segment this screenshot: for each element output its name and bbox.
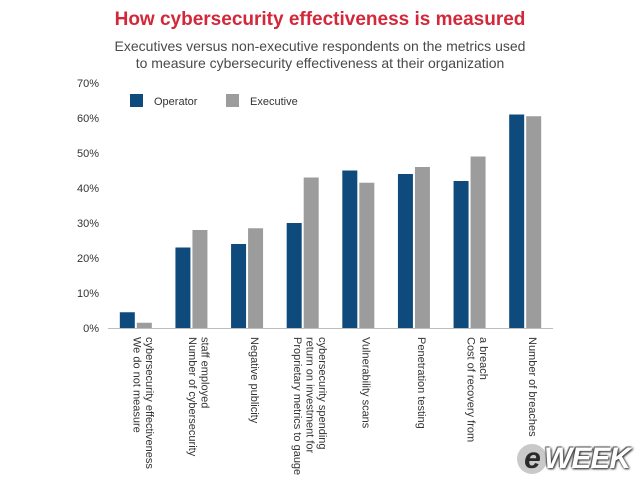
x-category-label: cybersecurity effectiveness (143, 337, 155, 469)
bar-operator-4 (342, 170, 358, 328)
x-category-label: a breach (477, 337, 489, 380)
y-tick-label: 20% (77, 253, 99, 265)
bar-operator-5 (397, 174, 413, 328)
bar-operator-1 (175, 247, 191, 328)
legend-swatch-operator (130, 94, 143, 107)
x-category-label: Vulnerability scans (359, 337, 371, 429)
bar-operator-7 (509, 114, 525, 328)
bar-operator-2 (231, 244, 247, 328)
x-category-label: Number of breaches (526, 337, 538, 437)
x-category-label: Penetration testing (415, 337, 427, 429)
subtitle-line-2: to measure cybersecurity effectiveness a… (135, 55, 505, 71)
bar-executive-5 (414, 167, 430, 328)
y-tick-label: 30% (77, 218, 99, 230)
bar-executive-1 (192, 230, 208, 328)
watermark-lead-letter: e (517, 444, 547, 474)
chart-title: How cybersecurity effectiveness is measu… (114, 9, 526, 30)
x-category-label: We do not measure (131, 337, 143, 433)
y-tick-label: 0% (83, 323, 99, 335)
watermark-text: WEEK (544, 442, 631, 475)
bar-executive-3 (303, 177, 319, 328)
bar-executive-6 (470, 156, 486, 328)
y-tick-label: 10% (77, 288, 99, 300)
x-category-label: Number of cybersecurity (186, 337, 198, 457)
x-category-label: return on investment for (304, 337, 316, 454)
chart-subtitle: Executives versus non-executive responde… (0, 38, 640, 72)
bar-executive-7 (526, 116, 542, 328)
bar-executive-0 (136, 322, 152, 328)
eweek-watermark: e WEEK (517, 442, 631, 476)
legend-swatch-executive (226, 94, 239, 107)
y-tick-label: 60% (77, 113, 99, 125)
y-tick-label: 40% (77, 183, 99, 195)
x-category-label: Proprietary metrics to gauge (291, 337, 303, 475)
x-category-label: Cost of recovery from (464, 337, 476, 442)
y-tick-label: 50% (77, 148, 99, 160)
legend-label-executive: Executive (250, 96, 298, 108)
bar-operator-0 (119, 312, 135, 328)
x-category-label: cybersecurity spending (316, 337, 328, 450)
bar-executive-2 (248, 228, 264, 328)
bar-operator-3 (286, 223, 302, 328)
x-category-label: staff employed (199, 337, 211, 408)
x-category-label: Negative publicity (248, 337, 260, 424)
bar-operator-6 (453, 181, 469, 328)
subtitle-line-1: Executives versus non-executive responde… (114, 38, 526, 54)
legend-label-operator: Operator (154, 96, 198, 108)
y-tick-label: 70% (77, 78, 99, 90)
bar-executive-4 (359, 182, 375, 328)
